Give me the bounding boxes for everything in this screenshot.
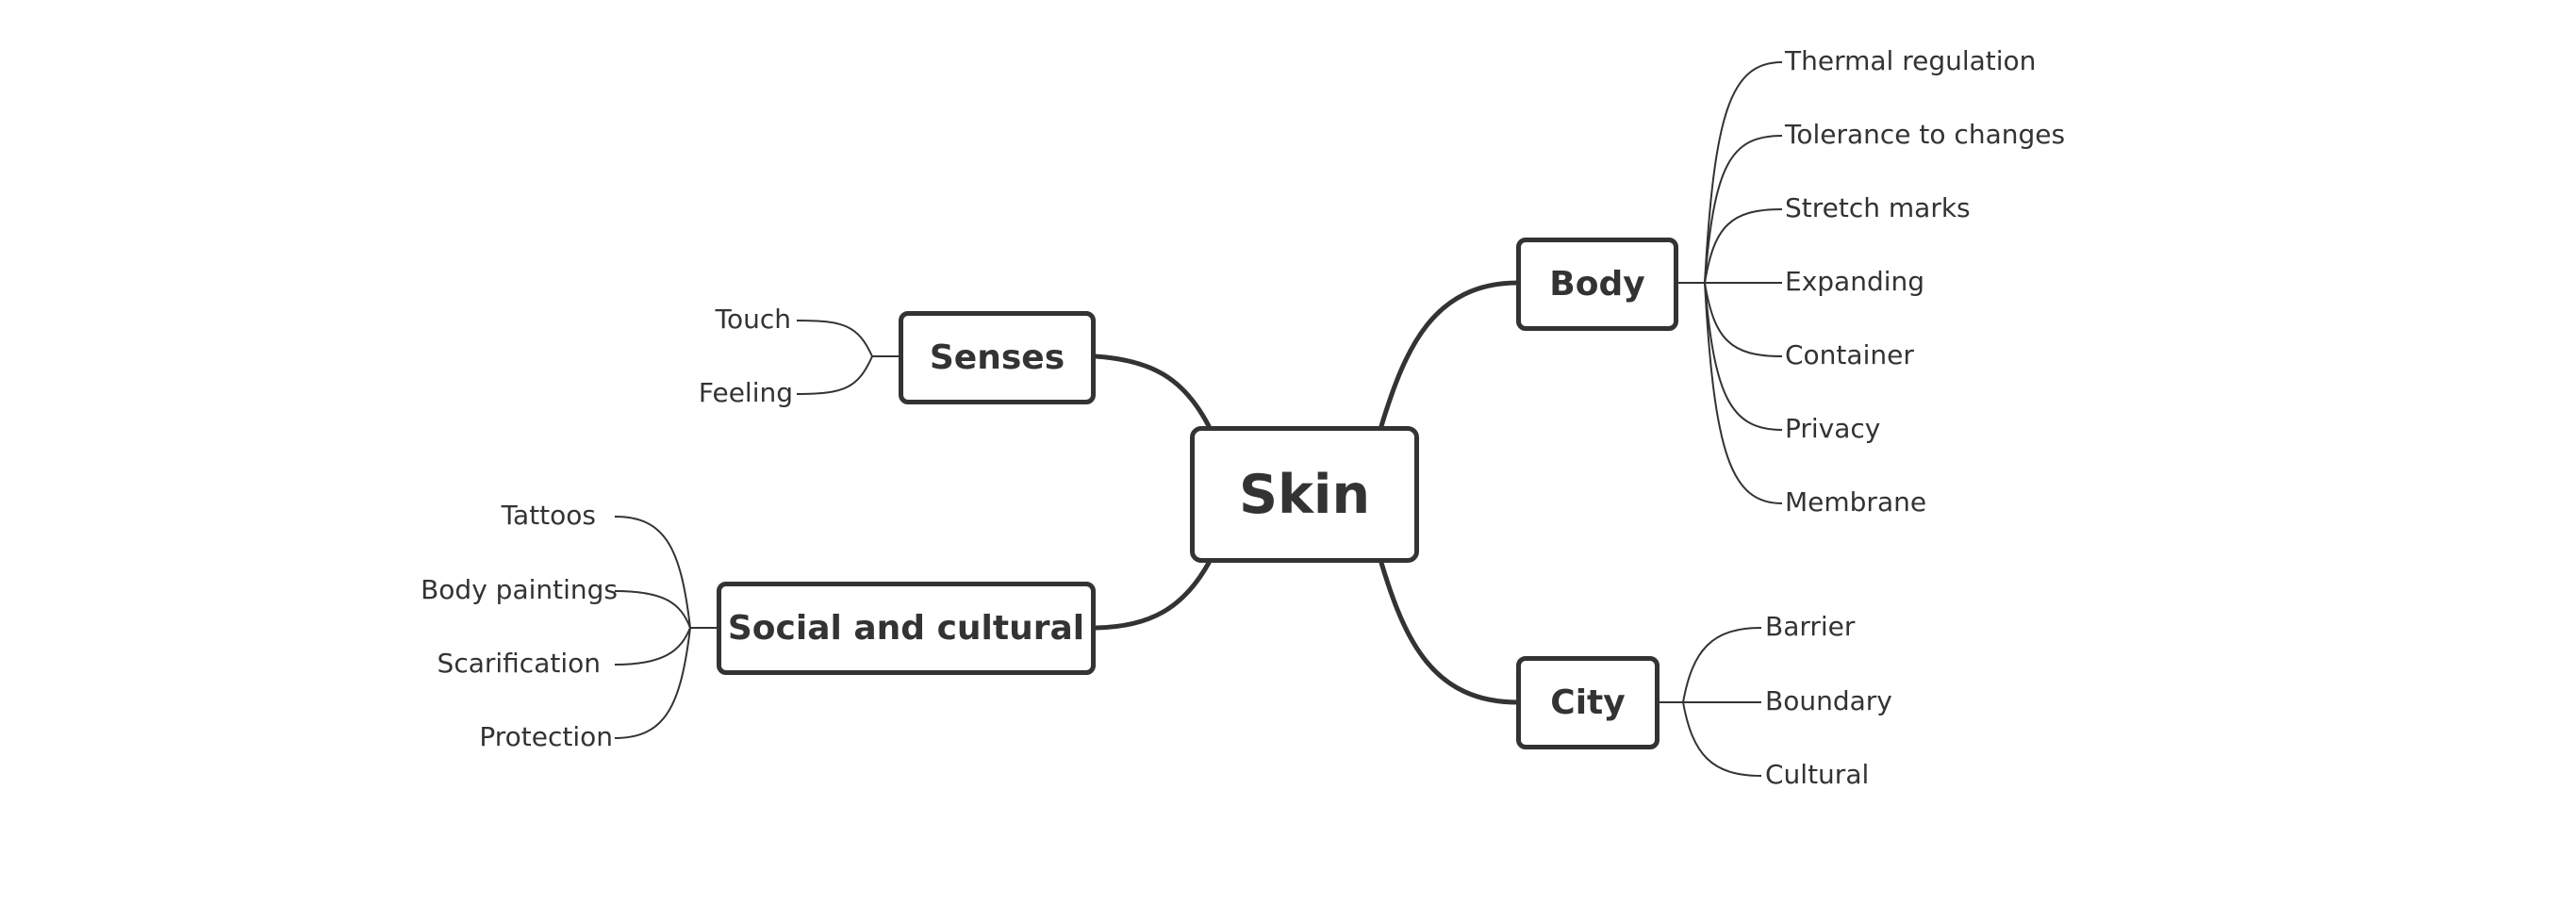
connector-body-tolerance [1704, 135, 1783, 284]
topic-label-senses: Senses [929, 338, 1065, 377]
leaf-feeling[interactable]: Feeling [698, 377, 793, 408]
connector-social-protection [614, 627, 691, 739]
leaf-boundary[interactable]: Boundary [1765, 685, 1892, 716]
connector-center-city [1379, 560, 1521, 705]
topic-label-city: City [1550, 683, 1626, 722]
leaf-tattoos[interactable]: Tattoos [501, 500, 596, 531]
connector-center-body [1379, 280, 1521, 429]
center-node-skin[interactable]: Skin [1190, 426, 1419, 563]
leaf-protection[interactable]: Protection [479, 721, 613, 752]
topic-node-city[interactable]: City [1516, 656, 1660, 749]
connector-center-social [1093, 560, 1212, 631]
connector-city-barrier [1682, 627, 1762, 703]
connector-social-scarification [614, 627, 691, 666]
leaf-thermal-regulation[interactable]: Thermal regulation [1785, 45, 2037, 76]
leaf-tolerance-to-changes[interactable]: Tolerance to changes [1785, 119, 2066, 150]
topic-node-social-and-cultural[interactable]: Social and cultural [717, 582, 1096, 675]
leaf-scarification[interactable]: Scarification [437, 648, 601, 679]
leaf-stretch-marks[interactable]: Stretch marks [1785, 192, 1971, 223]
topic-label-body: Body [1549, 265, 1645, 304]
connector-city-cultural [1682, 701, 1762, 777]
topic-label-social: Social and cultural [727, 609, 1085, 648]
connector-social-body-paintings [614, 590, 691, 629]
connector-body-membrane [1704, 282, 1783, 504]
connector-senses-touch [796, 320, 873, 357]
leaf-touch[interactable]: Touch [715, 304, 791, 335]
leaf-container[interactable]: Container [1785, 339, 1914, 370]
connector-body-privacy [1704, 282, 1783, 431]
connector-body-container [1704, 282, 1783, 357]
leaf-barrier[interactable]: Barrier [1765, 611, 1856, 642]
topic-node-senses[interactable]: Senses [899, 311, 1096, 404]
connector-social-tattoos [614, 516, 691, 629]
leaf-expanding[interactable]: Expanding [1785, 266, 1925, 297]
connector-senses-feeling [796, 355, 873, 395]
leaf-body-paintings[interactable]: Body paintings [421, 574, 618, 605]
connector-center-senses [1093, 354, 1212, 429]
connector-body-thermal [1704, 61, 1783, 284]
leaf-membrane[interactable]: Membrane [1785, 486, 1927, 518]
center-node-label: Skin [1238, 463, 1371, 526]
leaf-cultural[interactable]: Cultural [1765, 759, 1870, 790]
connector-body-stretch [1704, 208, 1783, 284]
leaf-privacy[interactable]: Privacy [1785, 413, 1881, 444]
topic-node-body[interactable]: Body [1516, 238, 1678, 331]
